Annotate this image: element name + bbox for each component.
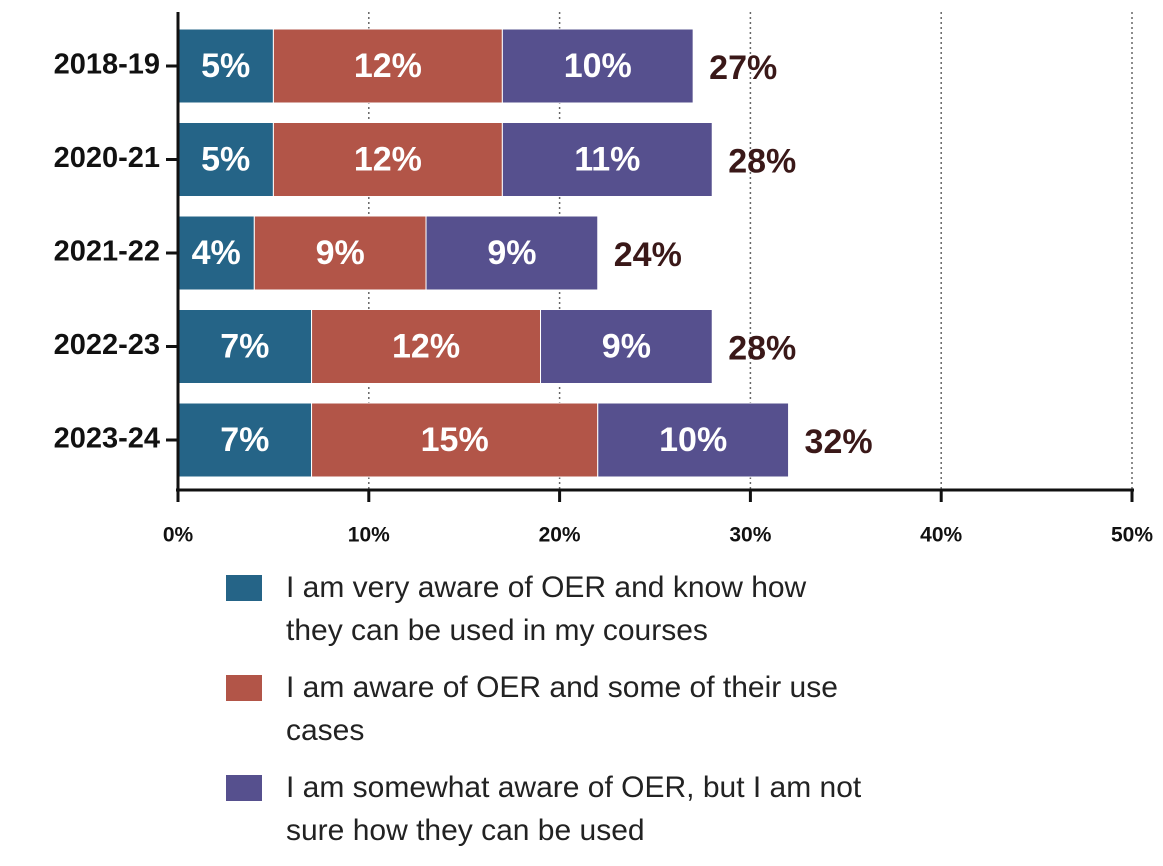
legend-item: I am very aware of OER and know how they…	[226, 566, 1126, 652]
x-tick-label: 0%	[163, 524, 194, 547]
legend-item: I am aware of OER and some of their use …	[226, 666, 1126, 752]
legend-swatch	[226, 575, 262, 601]
bar-segment	[540, 309, 713, 384]
total-label: 24%	[614, 236, 682, 274]
x-tick-label: 50%	[1111, 524, 1153, 547]
bar-segment	[425, 215, 599, 291]
x-tick-label: 30%	[729, 524, 771, 547]
bar-segment	[177, 215, 255, 291]
bar-value-label: 15%	[421, 421, 489, 459]
y-tick-label: 2020-21	[54, 142, 160, 174]
total-label: 32%	[805, 423, 873, 461]
x-tick-label: 10%	[348, 524, 390, 547]
bar-segment	[311, 402, 599, 478]
chart: 0% 10% 20% 30% 40% 50% 2018-19 5% 12% 10% 27% 2020-…	[54, 12, 1153, 547]
bar-value-label: 10%	[659, 421, 727, 459]
x-tick-label: 40%	[920, 524, 962, 547]
bar-value-label: 7%	[220, 421, 269, 459]
bar-value-label: 11%	[574, 140, 640, 178]
bar-value-label: 5%	[201, 47, 250, 85]
page: 0% 10% 20% 30% 40% 50% 2018-19 5% 12% 10% 27% 2020-…	[53, 12, 1154, 847]
legend-label: I am very aware of OER and know how they…	[286, 571, 807, 647]
bar-value-label: 10%	[564, 47, 632, 85]
bar-value-label: 9%	[487, 234, 536, 272]
bar-value-label: 7%	[220, 327, 269, 365]
y-tick-label: 2021-22	[54, 236, 160, 268]
bar-segment	[272, 28, 503, 104]
legend-item: I am somewhat aware of OER, but I am not…	[226, 766, 1126, 852]
legend: I am very aware of OER and know how they…	[226, 566, 1126, 866]
y-tick-label: 2022-23	[54, 329, 160, 361]
bar-segment	[597, 402, 790, 478]
legend-swatch	[226, 675, 262, 701]
legend-label: I am aware of OER and some of their use …	[286, 671, 838, 747]
bar-value-label: 9%	[602, 327, 651, 365]
total-label: 28%	[728, 329, 796, 367]
bar-segment	[253, 215, 427, 291]
bar-value-label: 9%	[316, 234, 365, 272]
total-label: 27%	[709, 49, 777, 87]
y-tick-label: 2018-19	[54, 49, 160, 81]
total-label: 28%	[728, 142, 796, 180]
bar-value-label: 12%	[392, 327, 460, 365]
bar-value-label: 5%	[201, 140, 250, 178]
bar-value-label: 12%	[354, 47, 422, 85]
x-tick-label: 20%	[539, 524, 581, 547]
bar-segment	[501, 28, 694, 104]
bar-segment	[501, 122, 713, 197]
bar-value-label: 4%	[192, 234, 241, 272]
bar-segment	[177, 402, 313, 478]
bar-segment	[311, 309, 542, 384]
y-tick-label: 2023-24	[54, 423, 160, 455]
legend-swatch	[226, 775, 262, 801]
bar-value-label: 12%	[354, 140, 422, 178]
legend-label: I am somewhat aware of OER, but I am not…	[286, 771, 862, 847]
bar-segment	[177, 309, 313, 384]
